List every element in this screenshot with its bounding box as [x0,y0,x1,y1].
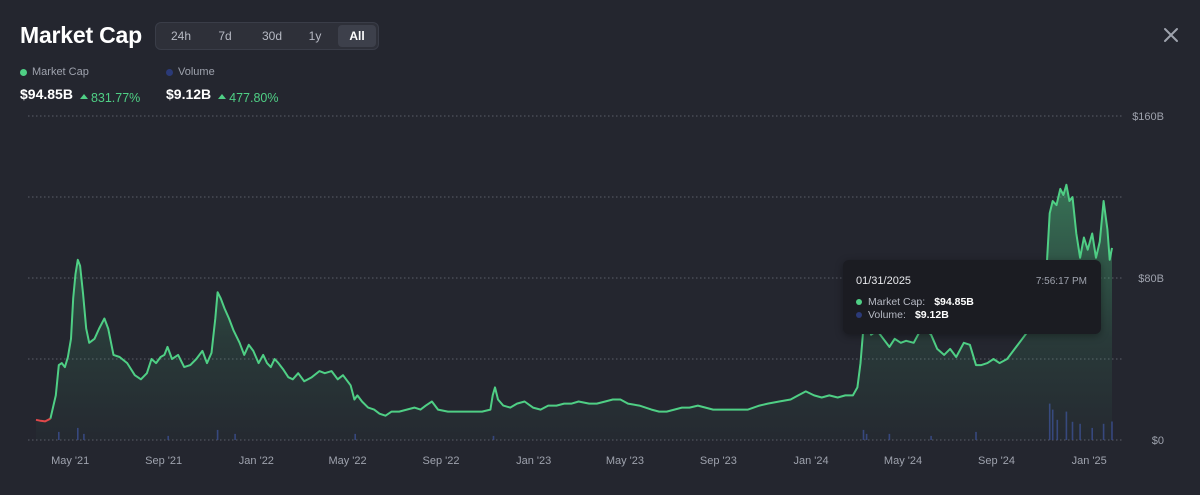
range-button-24h[interactable]: 24h [170,29,192,43]
y-tick-label: $160B [1132,111,1164,123]
time-range-selector: 24h 7d 30d 1y All [155,22,379,50]
up-triangle-icon [218,94,227,99]
x-tick-label: Sep '22 [423,455,460,467]
range-button-30d[interactable]: 30d [261,29,283,43]
volume-dot-icon [166,68,173,76]
market-cap-line [49,183,1113,419]
volume-value: $9.12B [166,86,212,102]
x-tick-label: Jan '25 [1072,455,1107,467]
tooltip-time: 7:56:17 PM [1035,276,1087,287]
tooltip-volume-label: Volume: [868,309,906,321]
range-button-7d[interactable]: 7d [218,29,232,43]
market-cap-value: $94.85B [20,86,73,102]
x-tick-label: May '23 [606,455,644,467]
x-tick-label: May '21 [51,455,89,467]
tooltip-volume-row: Volume: $9.12B [856,309,949,321]
volume-change-value: 477.80% [229,90,279,105]
x-tick-label: May '22 [328,455,366,467]
x-tick-label: May '24 [884,455,922,467]
market-cap-line-start [35,417,51,423]
volume-dot-icon [856,312,862,318]
x-tick-label: Sep '23 [700,455,737,467]
x-tick-label: Sep '21 [145,455,182,467]
tooltip-market-cap-row: Market Cap: $94.85B [856,296,974,308]
range-button-1y[interactable]: 1y [308,29,322,43]
market-cap-stat: $94.85B 831.77% [20,86,140,105]
tooltip-date: 01/31/2025 [856,275,912,287]
legend-market-cap[interactable]: Market Cap [20,66,89,78]
volume-change: 477.80% [218,90,279,105]
page-title: Market Cap [20,22,142,48]
y-tick-label: $0 [1152,435,1164,447]
up-triangle-icon [79,94,88,99]
chart-tooltip: 01/31/2025 7:56:17 PM Market Cap: $94.85… [843,260,1101,334]
x-tick-label: Jan '24 [794,455,829,467]
x-tick-label: Sep '24 [978,455,1015,467]
market-cap-change: 831.77% [79,90,141,105]
volume-stat: $9.12B 477.80% [166,86,279,105]
market-cap-area [36,184,1112,440]
market-cap-dot-icon [20,68,27,76]
tooltip-market-cap-label: Market Cap: [868,296,926,308]
market-cap-change-value: 831.77% [90,90,141,105]
legend-volume-label: Volume [178,66,215,78]
x-tick-label: Jan '23 [516,455,551,467]
close-icon[interactable] [1162,26,1180,44]
tooltip-market-cap-value: $94.85B [934,296,974,308]
legend-volume[interactable]: Volume [166,66,215,78]
x-tick-label: Jan '22 [239,455,274,467]
y-tick-label: $80B [1138,273,1164,285]
tooltip-volume-value: $9.12B [914,309,949,321]
market-cap-dot-icon [856,299,862,305]
legend-market-cap-label: Market Cap [32,66,89,78]
range-button-all[interactable]: All [338,25,376,47]
